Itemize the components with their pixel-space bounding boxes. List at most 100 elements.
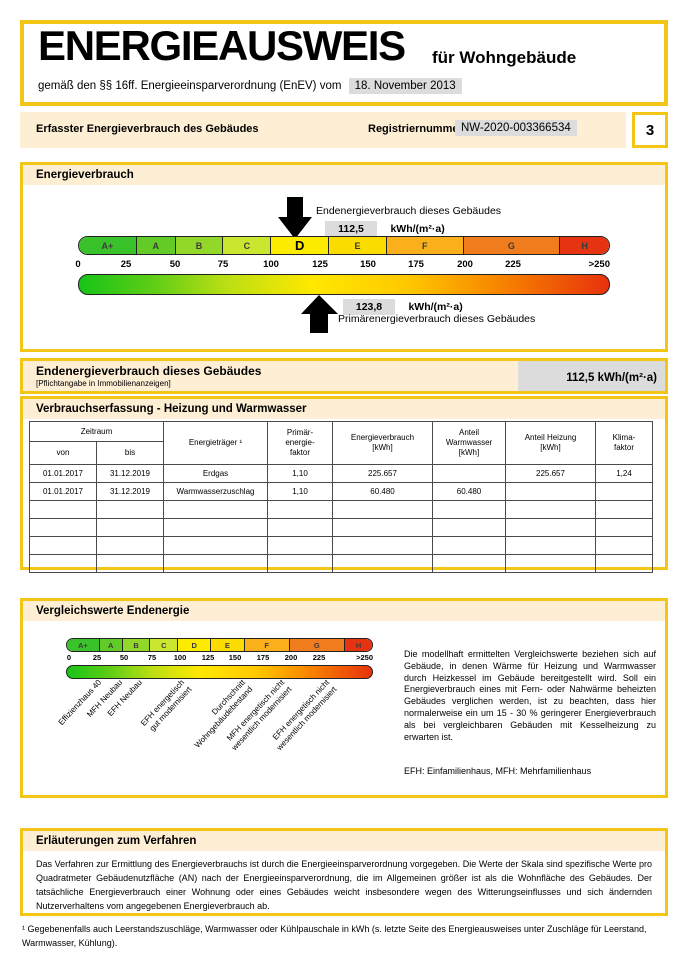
ctick-100: 100: [173, 653, 187, 662]
page-number-box: 3: [632, 112, 668, 148]
tick-75: 75: [217, 259, 229, 270]
header-anteil-heizung: Anteil Heizung [kWh]: [505, 421, 596, 465]
tick-200: 200: [457, 259, 473, 270]
cell-bis: [96, 518, 164, 537]
tick-175: 175: [408, 259, 424, 270]
header-energieverbrauch: Energieverbrauch [kWh]: [332, 421, 433, 465]
comparison-band-a: A: [99, 639, 123, 651]
scale-band-g: G: [463, 237, 561, 254]
tick-0: 0: [75, 259, 81, 270]
ctick-200: 200: [284, 653, 298, 662]
table-row: [29, 554, 653, 573]
cell-bis: [96, 500, 164, 519]
cell-von: [29, 500, 97, 519]
scale-band-h: H: [560, 237, 609, 254]
ctick-125: 125: [201, 653, 215, 662]
tick-225: 225: [505, 259, 521, 270]
comparison-reference-labels: Effizienzhaus 40 MFH Neubau EFH Neubau E…: [0, 678, 688, 796]
cell-anteil-warmwasser: 60.480: [432, 482, 506, 501]
header-anteil-warmwasser: Anteil Warmwasser [kWh]: [432, 421, 506, 465]
scale-band-a: A: [136, 237, 176, 254]
energy-scale-ticks: 0 25 50 75 100 125 150 175 200 225 >250: [75, 259, 610, 272]
scale-band-d: D: [271, 237, 330, 254]
cell-energieverbrauch: [332, 554, 433, 573]
primary-energy-unit: kWh/(m²·a): [408, 301, 463, 313]
comparison-band-e: E: [211, 639, 245, 651]
ctick-75: 75: [147, 653, 157, 662]
explanation-title-label: Erläuterungen zum Verfahren: [36, 835, 197, 847]
ctick-250: >250: [356, 653, 373, 662]
cell-anteil-heizung: 225.657: [505, 464, 596, 483]
footnote-text: ¹ Gegebenenfalls auch Leerstandszuschläg…: [22, 924, 647, 948]
cell-energieverbrauch: [332, 518, 433, 537]
certificate-header: ENERGIEAUSWEIS für Wohngebäude gemäß den…: [20, 20, 668, 106]
header-zeitraum: Zeitraum: [29, 421, 164, 442]
primary-energy-pointer-label: Primärenergieverbrauch dieses Gebäudes: [338, 313, 536, 325]
tick-100: 100: [263, 259, 279, 270]
ctick-225: 225: [312, 653, 326, 662]
cell-von: 01.01.2017: [29, 464, 97, 483]
cell-bis: [96, 536, 164, 555]
explanation-text: Das Verfahren zur Ermittlung des Energie…: [36, 859, 652, 911]
scale-band-a-plus: A+: [79, 237, 137, 254]
ctick-0: 0: [66, 653, 72, 662]
tick-125: 125: [312, 259, 328, 270]
consumption-recording-panel: Verbrauchserfassung - Heizung und Warmwa…: [20, 396, 668, 573]
header-bis: bis: [96, 441, 164, 465]
cell-von: [29, 536, 97, 555]
comparison-values-panel: Vergleichswerte Endenergie A+ A B C D E …: [20, 598, 668, 798]
cell-anteil-warmwasser: [432, 500, 506, 519]
comparison-class-bar: A+ A B C D E F G H: [66, 638, 373, 652]
ctick-25: 25: [92, 653, 102, 662]
explanation-title-bar: Erläuterungen zum Verfahren: [23, 831, 665, 851]
cell-bis: [96, 554, 164, 573]
consumption-table: Zeitraum Energieträger ¹ Primär- energie…: [29, 421, 653, 573]
comparison-band-a-plus: A+: [67, 639, 100, 651]
comparison-band-h: H: [345, 639, 372, 651]
table-header-row-1: Zeitraum Energieträger ¹ Primär- energie…: [29, 421, 653, 465]
tick-25: 25: [120, 259, 132, 270]
page-title: ENERGIEAUSWEIS: [38, 22, 406, 69]
cell-anteil-warmwasser: [432, 518, 506, 537]
cell-anteil-warmwasser: [432, 464, 506, 483]
cell-anteil-heizung: [505, 554, 596, 573]
cell-energieverbrauch: 60.480: [332, 482, 433, 501]
final-energy-summary-sublabel: [Pflichtangabe in Immobilienanzeigen]: [36, 379, 171, 388]
table-row: [29, 500, 653, 519]
cell-bis: 31.12.2019: [96, 464, 164, 483]
method-explanation-panel: Erläuterungen zum Verfahren Das Verfahre…: [20, 828, 668, 916]
certificate-type-label: Erfasster Energieverbrauch des Gebäudes: [36, 123, 259, 135]
cell-energietraeger: Warmwasserzuschlag: [163, 482, 268, 501]
comparison-band-d: D: [178, 639, 212, 651]
comparison-band-c: C: [150, 639, 179, 651]
cell-energieverbrauch: [332, 500, 433, 519]
header-energietraeger: Energieträger ¹: [163, 421, 268, 465]
final-energy-summary-field: 112,5 kWh/(m²·a): [518, 361, 665, 391]
table-panel-title-bar: Verbrauchserfassung - Heizung und Warmwa…: [23, 399, 665, 419]
table-row: 01.01.2017 31.12.2019 Erdgas 1,10 225.65…: [29, 464, 653, 483]
table-row: [29, 518, 653, 537]
comparison-title-bar: Vergleichswerte Endenergie: [23, 601, 665, 621]
cell-anteil-heizung: [505, 500, 596, 519]
cell-anteil-warmwasser: [432, 536, 506, 555]
cell-von: [29, 554, 97, 573]
cell-energieverbrauch: 225.657: [332, 464, 433, 483]
scale-band-f: F: [386, 237, 464, 254]
ctick-50: 50: [119, 653, 129, 662]
tick-250: >250: [588, 259, 610, 270]
cell-klimafaktor: [595, 482, 653, 501]
cell-primaerfaktor: 1,10: [267, 482, 333, 501]
cell-primaerfaktor: [267, 500, 333, 519]
cell-anteil-warmwasser: [432, 554, 506, 573]
comparison-band-f: F: [244, 639, 290, 651]
cell-anteil-heizung: [505, 518, 596, 537]
comparison-gradient-bar: [66, 665, 373, 679]
panel-title-label: Energieverbrauch: [36, 169, 134, 181]
ctick-175: 175: [256, 653, 270, 662]
energy-gradient-bar: [78, 274, 610, 295]
comparison-title-label: Vergleichswerte Endenergie: [36, 605, 190, 617]
cell-von: [29, 518, 97, 537]
comparison-band-g: G: [289, 639, 346, 651]
final-energy-summary-label: Endenergieverbrauch dieses Gebäudes: [36, 364, 262, 378]
